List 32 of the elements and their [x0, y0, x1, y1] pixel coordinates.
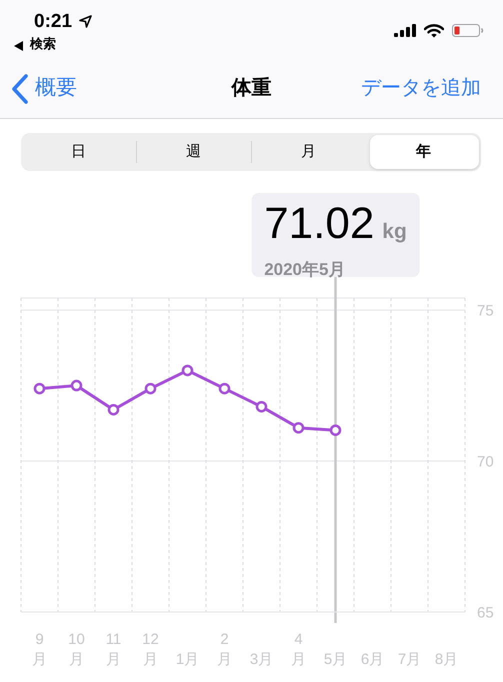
x-tick-label: 9 月 — [32, 631, 47, 668]
text: データを追加 — [361, 76, 481, 101]
x-tick-label: 1月 — [176, 651, 200, 668]
text: 0:21 — [34, 11, 72, 33]
text: 検索 — [30, 36, 56, 52]
chart-title: 体重 — [232, 77, 272, 99]
point — [182, 364, 194, 376]
point — [144, 382, 156, 394]
x-tick-label: 10 月 — [68, 631, 85, 668]
x-tick-label: 11 月 — [106, 631, 122, 668]
x-tick-label: 2 月 — [217, 631, 232, 668]
text: 概要 — [35, 75, 77, 101]
text: 71.02 kg — [264, 199, 407, 248]
x-tick-label: 6月 — [360, 651, 384, 668]
text: 2020年5月 — [264, 259, 346, 281]
point — [34, 382, 46, 394]
point — [70, 380, 82, 392]
x-tick-label: 8月 — [434, 651, 458, 668]
y-tick-label: 65 — [477, 604, 494, 622]
segmented-control: 日 週 月 年 — [21, 133, 481, 171]
x-tick-label: 5月 — [324, 651, 348, 668]
y-tick-label: 75 — [477, 302, 494, 320]
x-tick-label: 12 月 — [142, 631, 159, 668]
point — [108, 404, 120, 416]
point — [330, 424, 342, 436]
y-tick-label: 70 — [477, 453, 494, 470]
x-tick-label: 7月 — [398, 651, 422, 668]
point — [292, 422, 304, 434]
point — [256, 400, 268, 412]
x-tick-label: 4 月 — [291, 631, 306, 668]
x-tick-label: 3月 — [250, 651, 274, 668]
point — [218, 382, 230, 394]
